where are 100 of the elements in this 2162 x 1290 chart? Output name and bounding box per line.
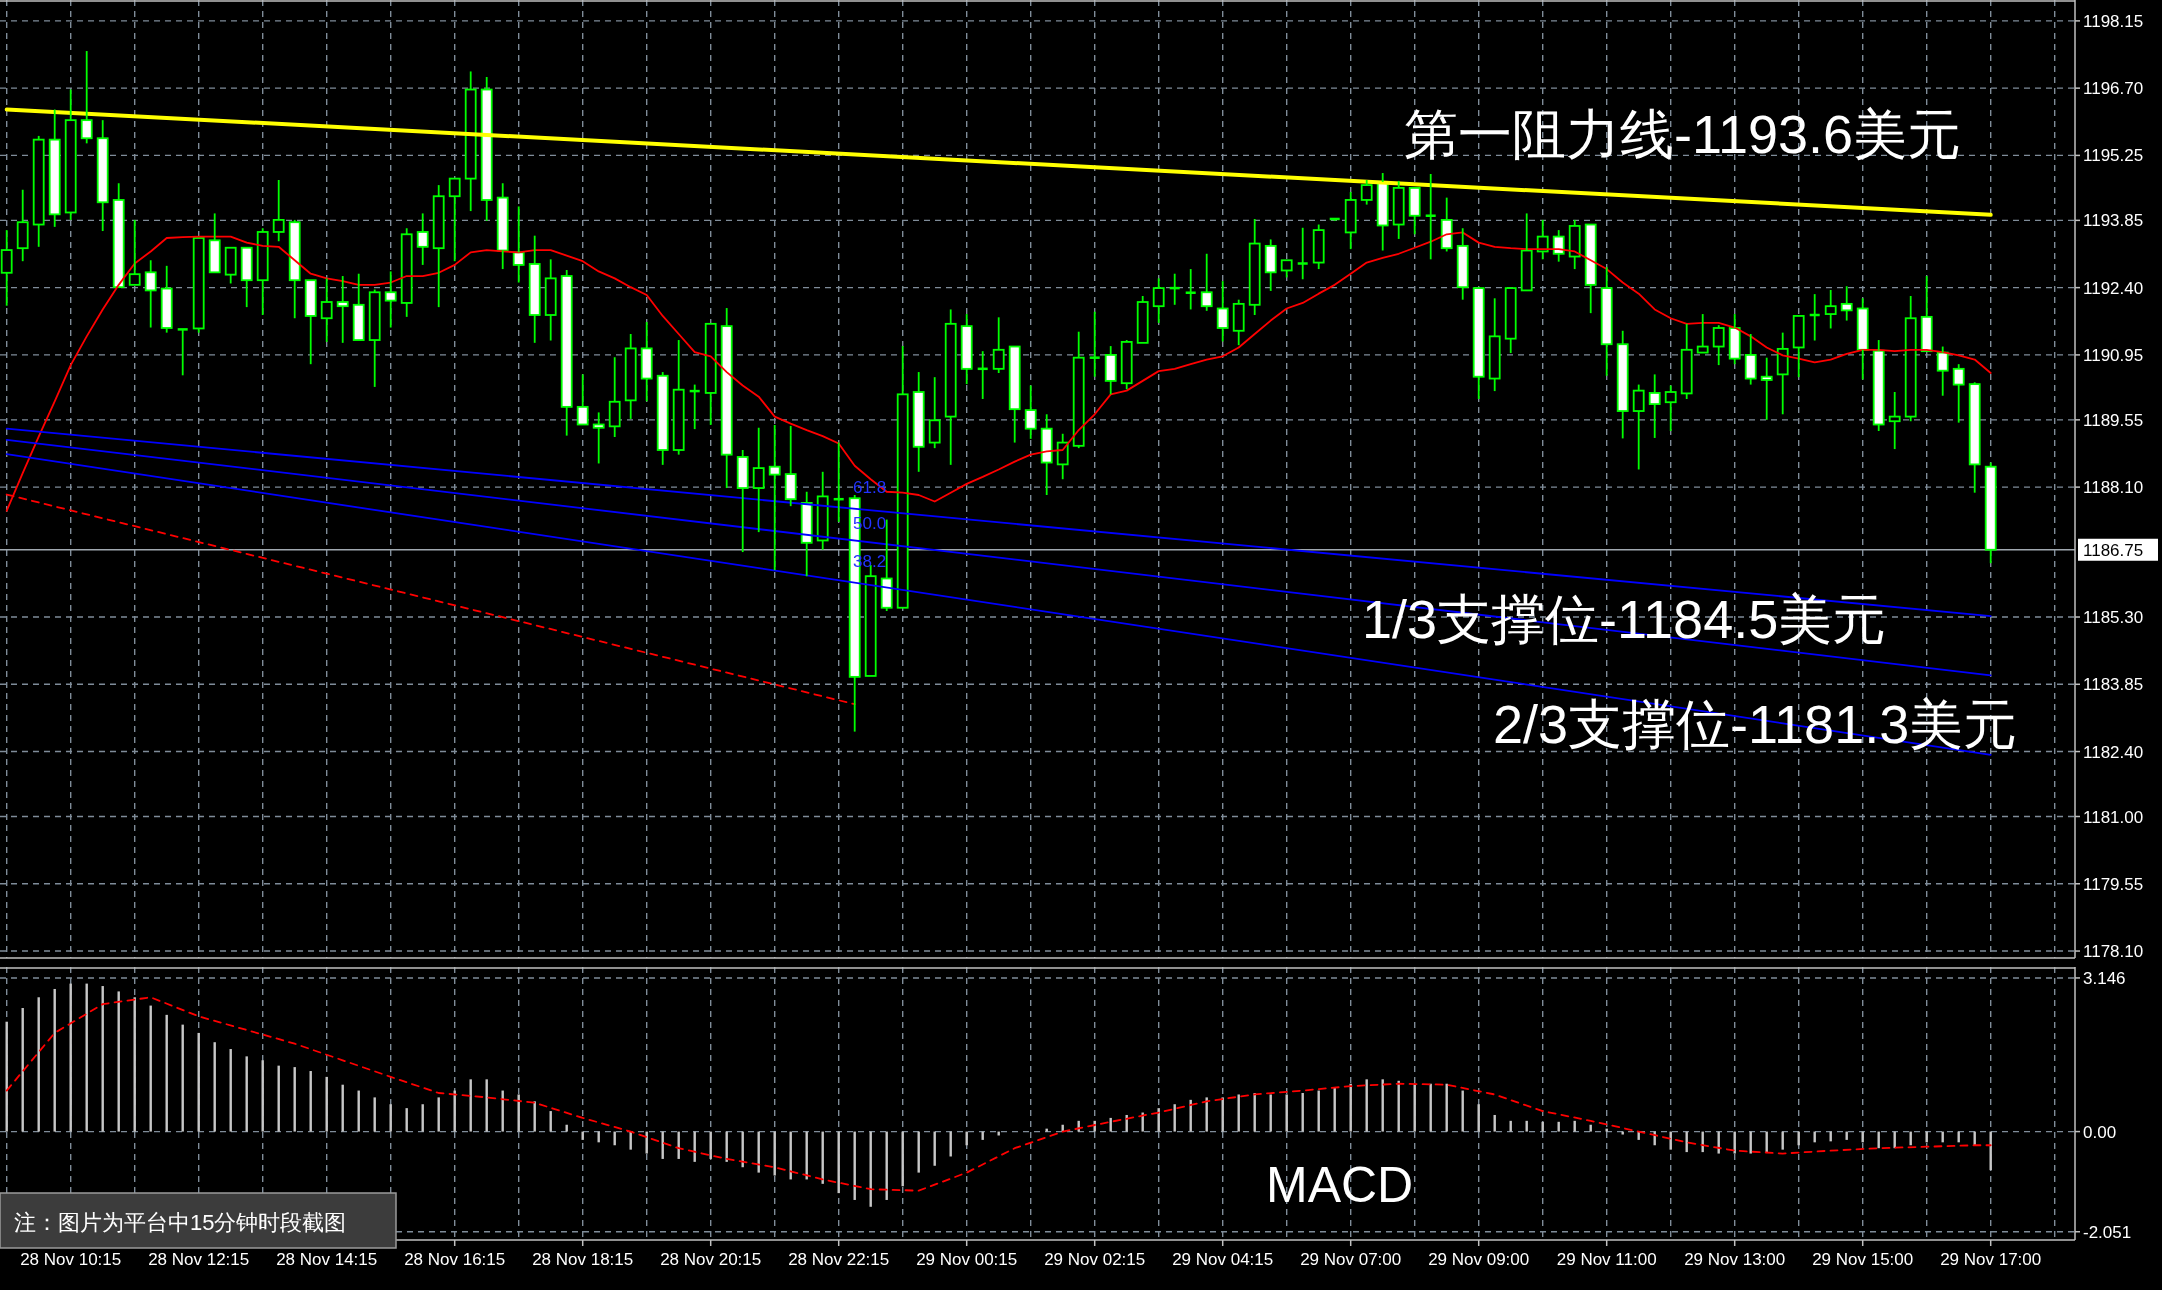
y-tick-label: 1196.70 xyxy=(2083,79,2144,99)
x-tick-label: 28 Nov 22:15 xyxy=(788,1250,890,1269)
candlestick xyxy=(1424,173,1437,261)
candlestick xyxy=(736,449,749,553)
x-tick-label: 28 Nov 16:15 xyxy=(404,1250,506,1269)
ref-line-label: 1186.75 xyxy=(2083,540,2144,560)
candlestick xyxy=(1456,227,1469,301)
candlestick xyxy=(896,345,909,609)
candlestick xyxy=(416,212,429,266)
y-tick-label: 1195.25 xyxy=(2083,146,2144,166)
candlestick xyxy=(1984,461,1997,565)
y-tick-label: 0.00 xyxy=(2083,1122,2117,1142)
candlestick xyxy=(1232,298,1245,347)
candlestick xyxy=(992,316,1005,374)
candlestick xyxy=(1312,223,1325,270)
candlestick xyxy=(1584,223,1597,315)
candlestick xyxy=(1200,252,1213,312)
y-tick-label: 1181.00 xyxy=(2083,807,2144,827)
candlestick xyxy=(768,424,781,572)
candlestick xyxy=(1296,226,1309,281)
candlestick xyxy=(1264,238,1277,292)
x-tick-label: 29 Nov 15:00 xyxy=(1812,1250,1914,1269)
candlestick xyxy=(1328,217,1341,222)
candlestick xyxy=(128,219,141,286)
candlestick xyxy=(1376,172,1389,252)
candlestick xyxy=(1728,313,1741,366)
candlestick xyxy=(1744,333,1757,386)
candlestick xyxy=(368,288,381,388)
candlestick xyxy=(464,70,477,212)
candlestick xyxy=(720,307,733,489)
candlestick xyxy=(1216,280,1229,343)
candlestick xyxy=(1696,313,1709,354)
y-tick-label: -2.051 xyxy=(2083,1222,2132,1242)
candlestick xyxy=(288,219,301,320)
candlestick xyxy=(48,108,61,228)
candlestick xyxy=(1904,295,1917,423)
candlestick xyxy=(256,227,269,316)
candlestick xyxy=(1488,297,1501,392)
candlestick xyxy=(592,411,605,465)
candlestick xyxy=(1360,179,1373,206)
candlestick xyxy=(1776,331,1789,416)
candlestick xyxy=(352,272,365,341)
y-tick-label: 1198.15 xyxy=(2083,11,2144,31)
candlestick xyxy=(1680,322,1693,400)
y-tick-label: 1185.30 xyxy=(2083,608,2144,628)
candlestick xyxy=(1024,384,1037,440)
candlestick xyxy=(480,76,493,222)
x-tick-label: 28 Nov 18:15 xyxy=(532,1250,634,1269)
candlestick xyxy=(1088,310,1101,378)
x-tick-label: 29 Nov 04:15 xyxy=(1172,1250,1274,1269)
candlestick xyxy=(1952,363,1965,424)
y-tick-label: 1190.95 xyxy=(2083,345,2144,365)
candlestick xyxy=(1792,315,1805,379)
candlestick xyxy=(96,119,109,232)
y-tick-label: 1192.40 xyxy=(2083,278,2144,298)
annotation: 61.8 xyxy=(853,478,887,497)
x-tick-label: 28 Nov 12:15 xyxy=(148,1250,250,1269)
candlestick xyxy=(640,321,653,403)
candlestick xyxy=(624,333,637,420)
candlestick xyxy=(32,135,45,248)
candlestick xyxy=(1392,180,1405,240)
candlestick xyxy=(928,376,941,450)
candlestick xyxy=(400,227,413,318)
candlestick xyxy=(1888,391,1901,450)
candlestick xyxy=(544,258,557,342)
y-tick-label: 1183.85 xyxy=(2083,675,2144,695)
annotation: 注：图片为平台中15分钟时段截图 xyxy=(14,1210,347,1235)
candlestick xyxy=(1600,266,1613,377)
candlestick xyxy=(144,259,157,329)
x-tick-label: 29 Nov 13:00 xyxy=(1684,1250,1786,1269)
candlestick xyxy=(1040,413,1053,496)
candlestick xyxy=(1712,324,1725,367)
y-tick-label: 1189.55 xyxy=(2083,410,2144,430)
candlestick xyxy=(336,275,349,344)
candlestick xyxy=(0,229,13,307)
candlestick xyxy=(1568,219,1581,270)
candlestick xyxy=(672,339,685,456)
candlestick xyxy=(240,246,253,309)
y-tick-label: 1178.10 xyxy=(2083,942,2144,962)
candlestick xyxy=(176,328,189,377)
candlestick xyxy=(1504,287,1517,354)
candlestick xyxy=(960,313,973,386)
candlestick xyxy=(496,182,509,270)
candlestick xyxy=(112,182,125,289)
candlestick xyxy=(784,424,797,508)
x-tick-label: 29 Nov 02:15 xyxy=(1044,1250,1146,1269)
candlestick xyxy=(1632,383,1645,471)
x-tick-label: 28 Nov 14:15 xyxy=(276,1250,378,1269)
candlestick xyxy=(1840,285,1853,322)
x-tick-label: 28 Nov 20:15 xyxy=(660,1250,762,1269)
candlestick xyxy=(1008,345,1021,444)
y-tick-label: 1179.55 xyxy=(2083,874,2144,894)
annotation: MACD xyxy=(1266,1157,1414,1213)
candlestick xyxy=(1280,259,1293,279)
x-tick-label: 29 Nov 07:00 xyxy=(1300,1250,1402,1269)
candlestick xyxy=(1104,345,1117,396)
candlestick xyxy=(752,426,765,534)
candlestick xyxy=(64,88,77,221)
candlestick xyxy=(1552,229,1565,263)
annotation: 第一阻力线-1193.6美元 xyxy=(1404,104,1962,164)
